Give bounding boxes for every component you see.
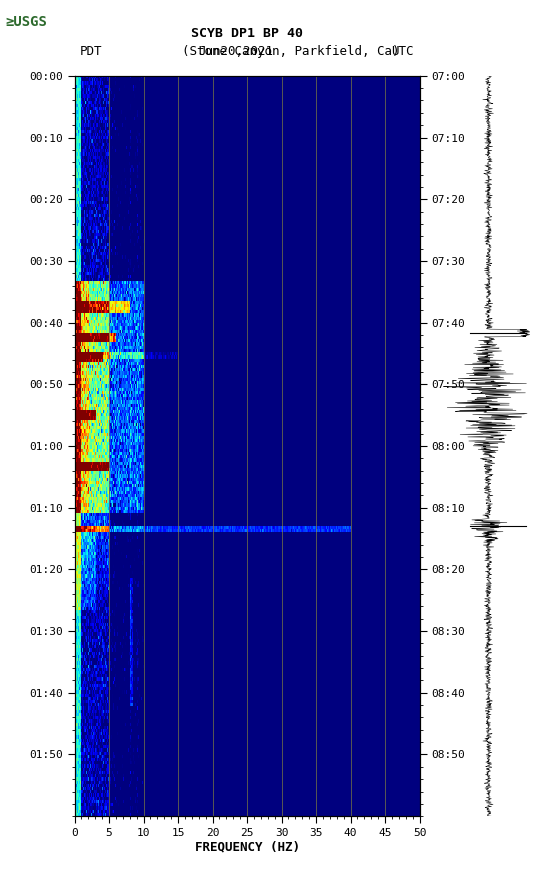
Text: Jun20,2021: Jun20,2021 <box>199 45 273 58</box>
Text: ≥USGS: ≥USGS <box>6 15 47 29</box>
Text: UTC: UTC <box>391 45 414 58</box>
Text: SCYB DP1 BP 40: SCYB DP1 BP 40 <box>191 27 303 40</box>
Text: PDT: PDT <box>80 45 103 58</box>
Text: (Stone Canyon, Parkfield, Ca): (Stone Canyon, Parkfield, Ca) <box>182 45 400 58</box>
X-axis label: FREQUENCY (HZ): FREQUENCY (HZ) <box>194 841 300 854</box>
